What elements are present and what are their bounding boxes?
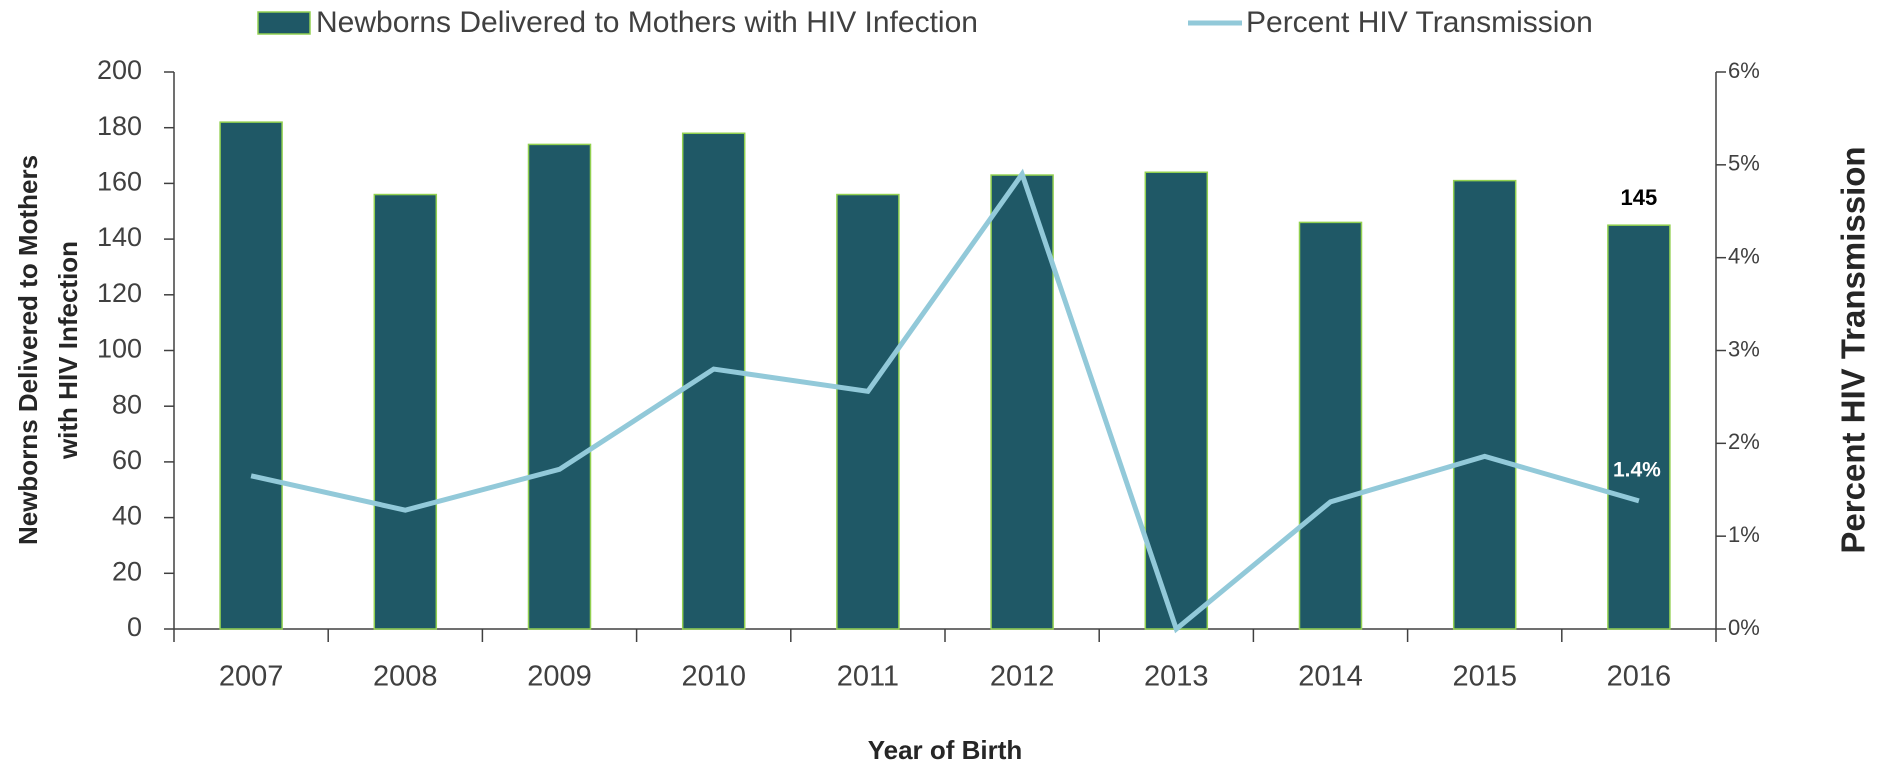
- x-tick-label: 2011: [837, 661, 899, 693]
- bar: [1298, 221, 1363, 630]
- x-tick-label: 2007: [219, 661, 284, 693]
- bar: [1452, 179, 1517, 630]
- legend-label: Percent HIV Transmission: [1246, 6, 1593, 39]
- bar: [990, 174, 1054, 630]
- x-tick-label: 2016: [1607, 661, 1672, 693]
- y2-tick-label: 2%: [1728, 429, 1760, 454]
- y-tick-label: 140: [97, 222, 142, 252]
- y-axis-title: Newborns Delivered to Mothers: [13, 155, 43, 545]
- data-label: 1.4%: [1613, 458, 1661, 481]
- x-tick-label: 2010: [681, 661, 746, 693]
- y-axis-title: with HIV Infection: [53, 241, 83, 460]
- bar: [1607, 224, 1671, 630]
- x-tick-label: 2014: [1298, 661, 1363, 693]
- y-tick-label: 100: [97, 334, 142, 364]
- bar: [373, 193, 438, 630]
- bar: [527, 143, 592, 630]
- x-tick-label: 2015: [1452, 661, 1517, 693]
- y-tick-label: 80: [112, 389, 142, 419]
- data-label: 145: [1621, 185, 1658, 210]
- y2-tick-label: 1%: [1728, 522, 1760, 547]
- legend-label: Newborns Delivered to Mothers with HIV I…: [316, 6, 978, 39]
- y2-tick-label: 4%: [1728, 243, 1760, 268]
- y2-tick-label: 3%: [1728, 336, 1760, 361]
- bar: [219, 121, 283, 630]
- bar: [836, 193, 900, 630]
- x-axis-title: Year of Birth: [868, 735, 1023, 765]
- y-tick-label: 0: [127, 612, 142, 642]
- legend-swatch: [257, 11, 311, 35]
- y-tick-label: 40: [112, 501, 142, 531]
- x-tick-label: 2013: [1144, 661, 1209, 693]
- y2-tick-label: 0%: [1728, 615, 1760, 640]
- y2-axis-title: Percent HIV Transmission: [1835, 146, 1872, 553]
- x-tick-label: 2008: [373, 661, 438, 693]
- y-tick-label: 180: [97, 111, 142, 141]
- y-tick-label: 120: [97, 278, 142, 308]
- y2-tick-label: 6%: [1728, 58, 1760, 83]
- y-tick-label: 20: [112, 556, 142, 586]
- y-tick-label: 160: [97, 167, 142, 197]
- x-tick-label: 2009: [527, 661, 592, 693]
- y2-tick-label: 5%: [1728, 151, 1760, 176]
- x-tick-label: 2012: [990, 661, 1055, 693]
- y-tick-label: 200: [97, 55, 142, 85]
- line: [250, 168, 1640, 634]
- y-tick-label: 60: [112, 445, 142, 475]
